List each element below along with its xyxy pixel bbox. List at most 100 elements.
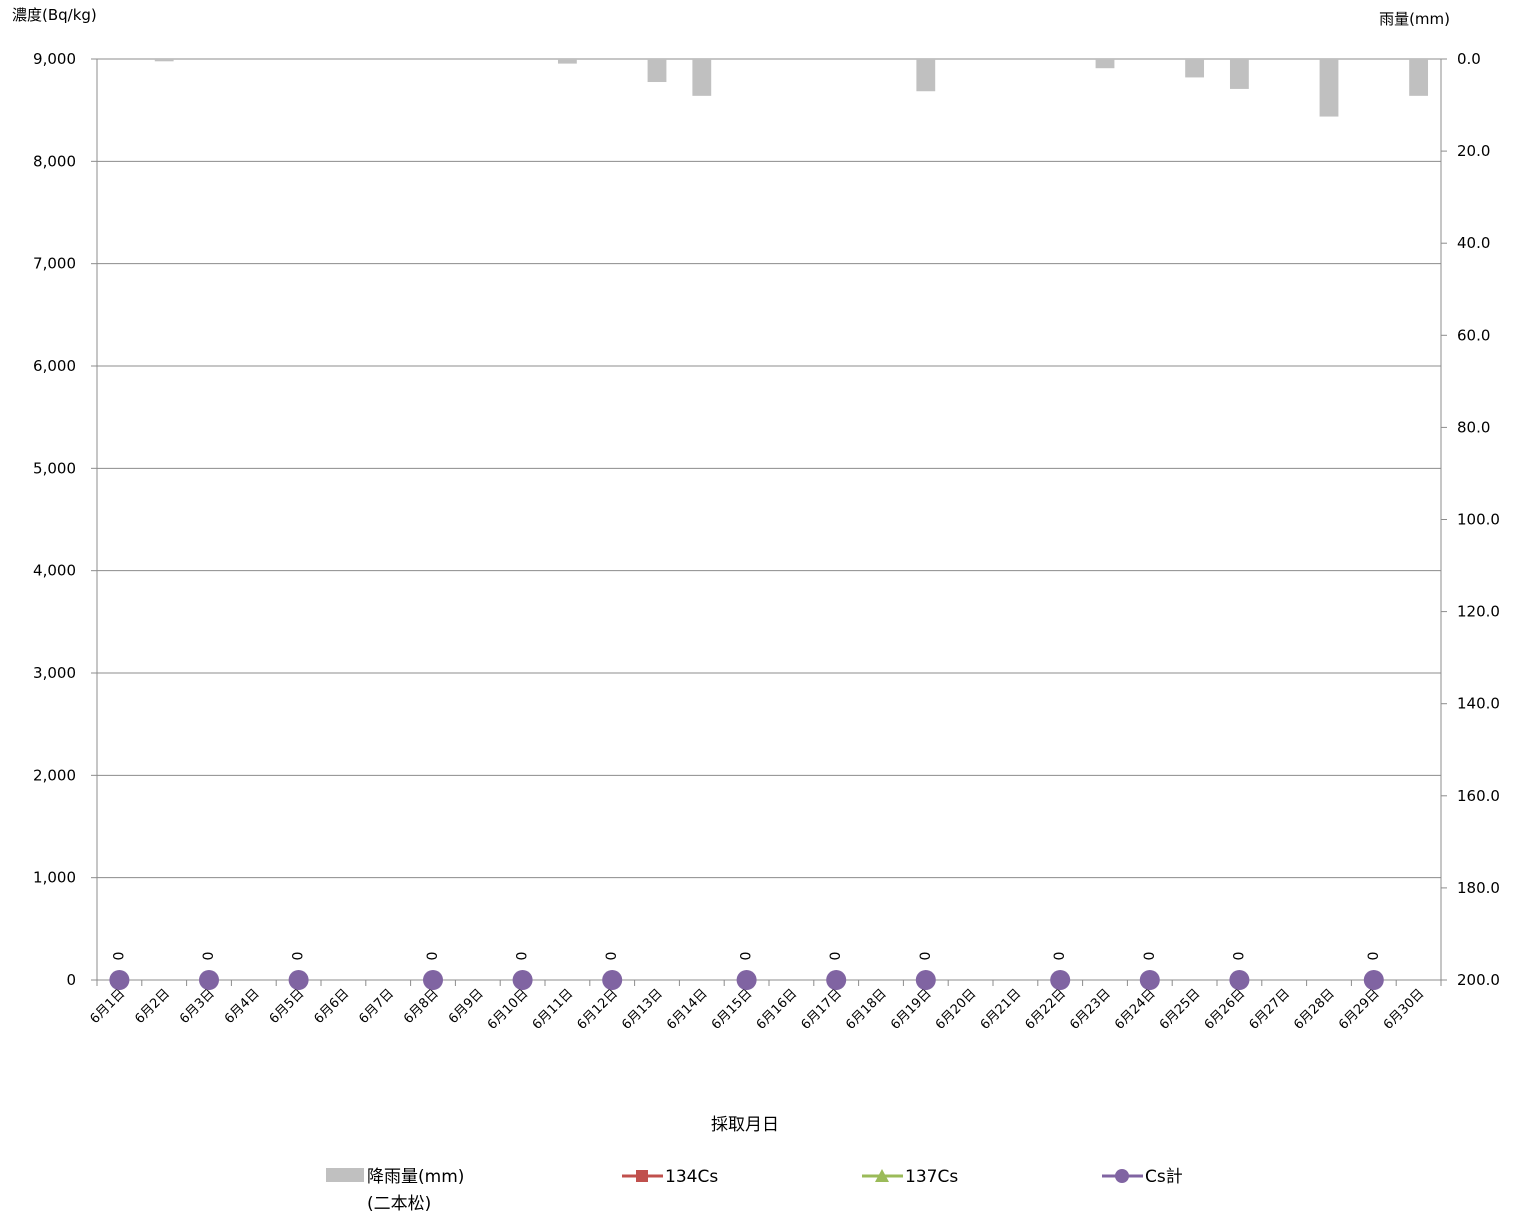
data-label: 0: [201, 952, 217, 961]
marker-cs-total: [602, 970, 623, 990]
x-tick-label: 6月20日: [933, 986, 980, 1033]
data-label: 0: [425, 952, 441, 961]
x-tick-label: 6月22日: [1022, 986, 1069, 1033]
rain-bar: [1095, 59, 1115, 69]
marker-cs-total: [423, 970, 443, 990]
legend-137cs-label: 137Cs: [905, 1167, 958, 1187]
legend-rain-label: 降雨量(mm): [367, 1167, 464, 1187]
legend-item-134cs: 134Cs: [622, 1167, 718, 1187]
rain-bar: [692, 59, 712, 96]
rain-bar: [916, 59, 936, 92]
marker-cs-total: [512, 970, 533, 990]
right-tick-label: 140.0: [1457, 695, 1500, 713]
x-axis-title: 採取月日: [711, 1115, 779, 1135]
left-tick-label: 7,000: [33, 255, 76, 273]
marker-cs-total: [1050, 970, 1071, 990]
legend-item-137cs: 137Cs: [862, 1167, 958, 1187]
left-tick-label: 8,000: [33, 152, 76, 170]
right-tick-label: 120.0: [1457, 603, 1500, 621]
right-axis-ticks: 0.0 20.0 40.0 60.0 80.0 100.0 120.0 140.0 160.0 1…: [1441, 50, 1500, 989]
x-tick-label: 6月6日: [312, 986, 353, 1027]
data-label: 0: [1366, 952, 1382, 961]
x-tick-label: 6月19日: [888, 986, 935, 1033]
x-tick-label: 6月8日: [401, 986, 442, 1027]
data-label: 0: [604, 952, 620, 961]
legend-134cs-marker: [636, 1170, 648, 1182]
x-tick-label: 6月21日: [978, 986, 1025, 1033]
x-tick-label: 6月4日: [222, 986, 263, 1027]
right-tick-label: 180.0: [1457, 879, 1500, 897]
rain-bar: [647, 59, 667, 83]
left-tick-label: 0: [66, 971, 76, 989]
left-tick-label: 6,000: [33, 357, 76, 375]
data-label: 0: [291, 952, 307, 961]
legend-rain-swatch: [326, 1168, 364, 1182]
legend-cstotal-marker: [1115, 1169, 1129, 1183]
x-tick-label: 6月17日: [798, 986, 845, 1033]
data-label: 0: [1142, 952, 1158, 961]
rain-bars: [154, 59, 1429, 117]
data-label: 0: [111, 952, 127, 961]
data-label: 0: [1231, 952, 1247, 961]
x-tick-label: 6月24日: [1112, 986, 1159, 1033]
rain-bar: [557, 59, 577, 64]
data-label: 0: [1052, 952, 1068, 961]
right-tick-label: 20.0: [1457, 142, 1490, 160]
x-tick-label: 6月16日: [754, 986, 801, 1033]
data-label: 0: [739, 952, 755, 961]
marker-cs-total: [826, 970, 847, 990]
x-tick-label: 6月5日: [267, 986, 308, 1027]
x-tick-label: 6月12日: [574, 986, 621, 1033]
legend-item-cstotal: Cs計: [1102, 1167, 1183, 1187]
left-tick-label: 9,000: [33, 50, 76, 68]
left-tick-label: 5,000: [33, 459, 76, 477]
left-tick-label: 4,000: [33, 562, 76, 580]
x-tick-label: 6月28日: [1291, 986, 1338, 1033]
x-tick-label: 6月11日: [530, 986, 577, 1033]
marker-cs-total: [1139, 970, 1160, 990]
rain-bar: [1319, 59, 1339, 117]
x-tick-label: 6月26日: [1202, 986, 1249, 1033]
x-tick-label: 6月14日: [664, 986, 711, 1033]
rain-bar: [1185, 59, 1205, 78]
left-axis-title: 濃度(Bq/kg): [12, 6, 97, 24]
legend-rain-label-line2: (二本松): [367, 1194, 431, 1213]
marker-cs-total: [736, 970, 757, 990]
marker-cs-total: [109, 970, 130, 990]
x-tick-label: 6月29日: [1336, 986, 1383, 1033]
x-tick-label: 6月23日: [1067, 986, 1114, 1033]
legend-item-rain: 降雨量(mm) (二本松): [326, 1167, 464, 1213]
marker-cs-total: [1363, 970, 1384, 990]
x-tick-label: 6月2日: [132, 986, 173, 1027]
left-tick-label: 2,000: [33, 766, 76, 784]
marker-cs-total: [288, 970, 309, 990]
x-tick-label: 6月25日: [1157, 986, 1204, 1033]
right-tick-label: 80.0: [1457, 418, 1490, 436]
gridlines: [97, 58, 1441, 981]
x-tick-label: 6月18日: [843, 986, 890, 1033]
x-tick-label: 6月9日: [446, 986, 487, 1027]
left-axis-ticks: 0 1,000 2,000 3,000 4,000 5,000 6,000 7,000 8,00…: [33, 50, 97, 989]
x-tick-label: 6月7日: [356, 986, 397, 1027]
x-tick-label: 6月27日: [1246, 986, 1293, 1033]
right-tick-label: 160.0: [1457, 787, 1500, 805]
legend-134cs-label: 134Cs: [665, 1167, 718, 1187]
x-tick-label: 6月1日: [88, 986, 129, 1027]
data-label: 0: [515, 952, 531, 961]
x-tick-label: 6月30日: [1381, 986, 1428, 1033]
right-axis-title: 雨量(mm): [1379, 10, 1450, 28]
rain-bar: [1409, 59, 1429, 96]
legend: 降雨量(mm) (二本松) 134Cs 137Cs Cs計: [326, 1167, 1183, 1213]
rain-bar: [154, 59, 174, 62]
right-tick-label: 0.0: [1457, 50, 1481, 68]
legend-137cs-marker: [875, 1169, 889, 1182]
rain-bar: [1229, 59, 1249, 89]
x-tick-label: 6月10日: [485, 986, 532, 1033]
marker-cs-total: [915, 970, 936, 990]
data-label: 0: [828, 952, 844, 961]
x-tick-label: 6月13日: [619, 986, 666, 1033]
legend-cstotal-label: Cs計: [1145, 1167, 1183, 1187]
marker-cs-total: [1229, 970, 1250, 990]
cs-points: [109, 970, 1384, 990]
